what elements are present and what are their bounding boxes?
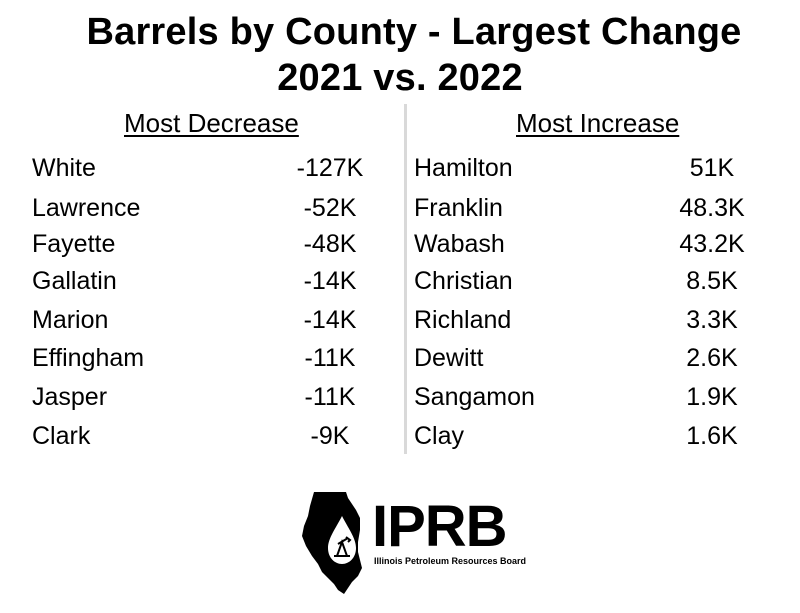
increase-row: Clay 1.6K <box>414 420 784 452</box>
illinois-state-oil-drop-icon <box>302 492 362 594</box>
barrel-change: -9K <box>310 422 350 450</box>
increase-row: Sangamon 1.9K <box>414 381 784 413</box>
county-name: Clark <box>32 422 91 450</box>
decrease-heading: Most Decrease <box>124 108 299 138</box>
county-name: White <box>32 154 96 182</box>
barrel-change: -11K <box>304 344 356 372</box>
column-divider <box>404 104 407 454</box>
decrease-row: Effingham -11K <box>32 342 372 374</box>
barrel-change: 1.9K <box>686 383 738 411</box>
barrel-change: -14K <box>303 306 357 334</box>
decrease-row: Clark -9K <box>32 420 372 452</box>
barrel-change: 48.3K <box>679 194 745 222</box>
barrel-change: 43.2K <box>679 230 745 258</box>
county-name: Marion <box>32 306 109 334</box>
decrease-row: White -127K <box>32 152 372 184</box>
logo-wordmark: IPRB <box>372 494 508 559</box>
decrease-row: Jasper -11K <box>32 381 372 413</box>
decrease-row: Fayette -48K <box>32 228 372 260</box>
increase-row: Richland 3.3K <box>414 304 784 336</box>
increase-row: Franklin 48.3K <box>414 192 784 224</box>
barrel-change: -127K <box>296 154 364 182</box>
barrel-change: -48K <box>303 230 357 258</box>
decrease-row: Marion -14K <box>32 304 372 336</box>
barrel-change: 2.6K <box>686 344 738 372</box>
county-name: Gallatin <box>32 267 117 295</box>
barrel-change: -14K <box>303 267 357 295</box>
increase-row: Hamilton 51K <box>414 152 784 184</box>
county-name: Effingham <box>32 344 145 372</box>
increase-row: Wabash 43.2K <box>414 228 784 260</box>
increase-row: Christian 8.5K <box>414 265 784 297</box>
county-name: Hamilton <box>414 154 513 182</box>
barrel-change: 51K <box>689 154 735 182</box>
barrel-change: 1.6K <box>686 422 738 450</box>
barrel-change: -52K <box>303 194 357 222</box>
increase-heading: Most Increase <box>516 108 680 138</box>
county-name: Richland <box>414 306 512 334</box>
county-name: Clay <box>414 422 465 450</box>
county-name: Lawrence <box>32 194 141 222</box>
county-name: Jasper <box>32 383 108 411</box>
decrease-row: Gallatin -14K <box>32 265 372 297</box>
logo-subtitle: Illinois Petroleum Resources Board <box>374 556 527 566</box>
barrel-change: -11K <box>304 383 356 411</box>
page-subtitle: 2021 vs. 2022 <box>277 57 523 99</box>
county-name: Wabash <box>414 230 505 258</box>
county-name: Sangamon <box>414 383 535 411</box>
barrel-change: 3.3K <box>686 306 738 334</box>
page-title: Barrels by County - Largest Change <box>86 11 742 53</box>
barrel-change: 8.5K <box>686 267 738 295</box>
county-name: Fayette <box>32 230 116 258</box>
county-name: Franklin <box>414 194 503 222</box>
increase-row: Dewitt 2.6K <box>414 342 784 374</box>
decrease-row: Lawrence -52K <box>32 192 372 224</box>
county-name: Dewitt <box>414 344 484 372</box>
county-name: Christian <box>414 267 513 295</box>
